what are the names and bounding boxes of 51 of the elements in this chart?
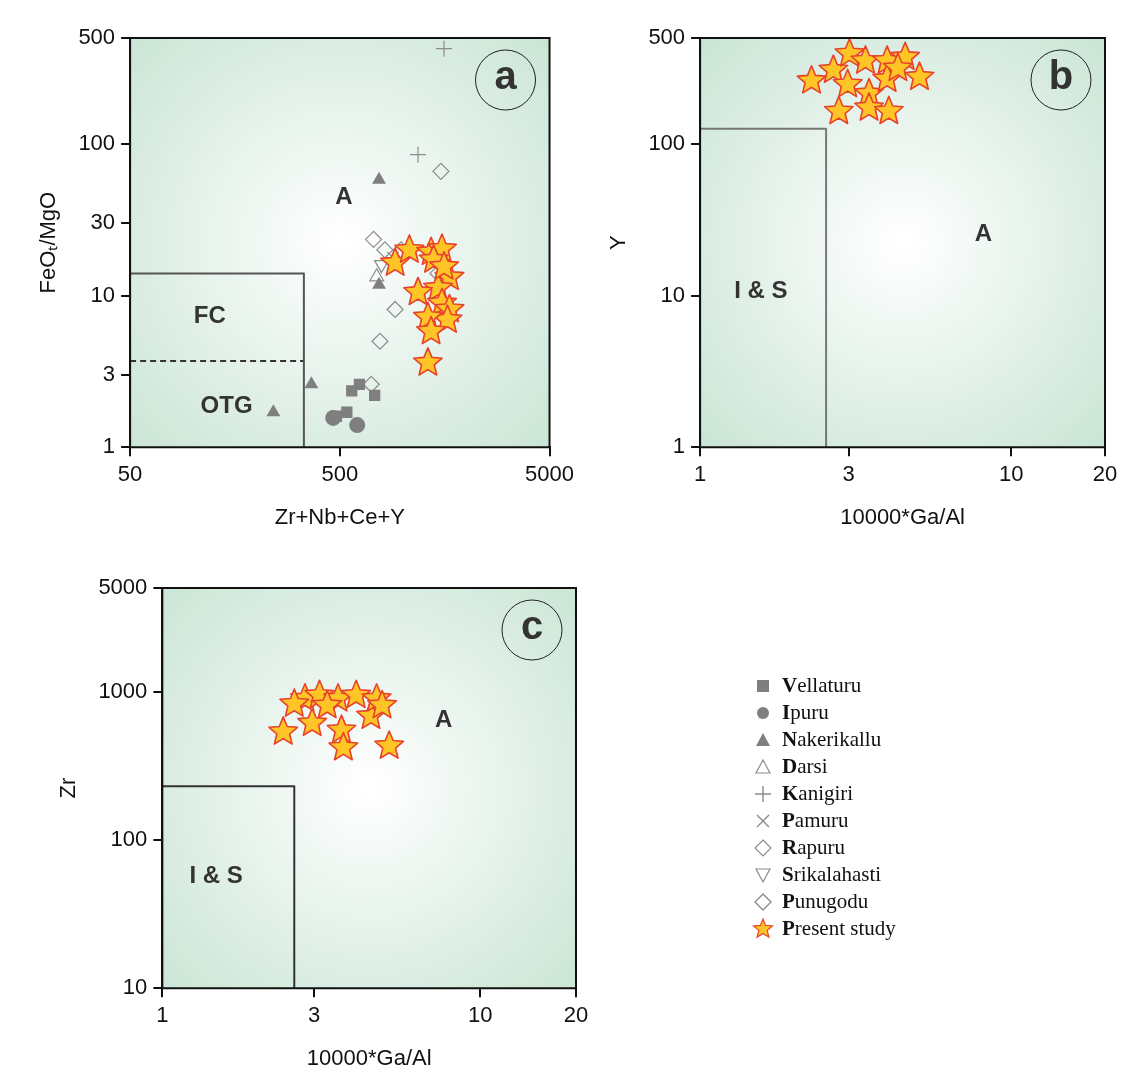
- x-tick-label: 3: [307, 1002, 321, 1028]
- legend-label: Kanigiri: [782, 781, 854, 806]
- legend-label: Vellaturu: [782, 673, 862, 698]
- y-tick-label: 10: [122, 974, 148, 1000]
- x-axis-title: Zr+Nb+Ce+Y: [274, 503, 406, 529]
- x-axis-title: 10000*Ga/Al: [306, 1044, 432, 1070]
- y-tick-label: 100: [648, 130, 686, 156]
- legend-label: Present study: [782, 916, 896, 941]
- y-tick-label: 10: [660, 281, 686, 307]
- y-tick-label: 5000: [98, 574, 148, 600]
- y-tick-label: 500: [648, 24, 686, 50]
- y-tick-label: 100: [110, 825, 148, 851]
- annotation: I & S: [189, 860, 243, 888]
- legend-label: Nakerikallu: [782, 727, 882, 752]
- y-tick-label: 1: [672, 433, 686, 459]
- y-tick-label: 500: [78, 24, 116, 50]
- annotation: a: [494, 53, 518, 98]
- legend-label: Darsi: [782, 754, 828, 779]
- y-axis-title: Zr: [55, 777, 81, 799]
- annotation: b: [1048, 53, 1074, 98]
- y-tick-label: 100: [78, 130, 116, 156]
- legend-label: Srikalahasti: [782, 862, 882, 887]
- x-tick-label: 20: [563, 1002, 589, 1028]
- legend-label: Pamuru: [782, 808, 849, 833]
- y-tick-label: 3: [102, 360, 116, 386]
- y-tick-label: 1000: [98, 677, 148, 703]
- x-tick-label: 1: [693, 461, 707, 487]
- legend-label: Ipuru: [782, 700, 829, 725]
- x-tick-label: 3: [842, 461, 855, 487]
- x-tick-label: 500: [321, 461, 359, 487]
- x-tick-label: 20: [1092, 461, 1118, 487]
- x-tick-label: 5000: [525, 461, 575, 487]
- x-tick-label: 1: [156, 1002, 169, 1028]
- annotation: A: [335, 182, 353, 210]
- x-tick-label: 50: [117, 461, 143, 487]
- y-axis-title: FeOₜ/MgO: [35, 191, 61, 294]
- x-tick-label: 10: [999, 461, 1024, 487]
- annotation: A: [434, 704, 453, 732]
- annotation: c: [520, 603, 544, 648]
- y-tick-label: 10: [90, 281, 116, 307]
- x-tick-label: 10: [468, 1002, 493, 1028]
- annotation: OTG: [200, 390, 253, 418]
- annotation: A: [974, 219, 993, 247]
- annotation: FC: [193, 300, 226, 328]
- x-axis-title: 10000*Ga/Al: [840, 503, 965, 529]
- y-tick-label: 30: [90, 209, 116, 235]
- annotation: I & S: [734, 276, 788, 304]
- y-tick-label: 1: [102, 433, 116, 459]
- y-axis-title: Y: [605, 234, 631, 250]
- legend-label: Punugodu: [782, 889, 869, 914]
- legend-label: Rapuru: [782, 835, 845, 860]
